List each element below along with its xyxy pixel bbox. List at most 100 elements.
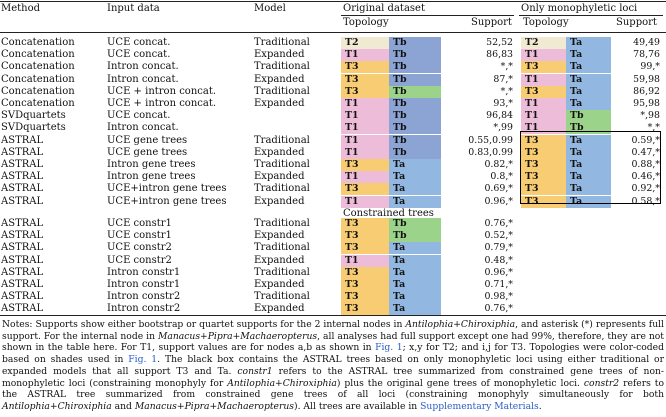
supplementary-link[interactable]: Supplementary Materials — [420, 400, 539, 412]
input-data-cell: Intron gene trees — [107, 159, 196, 170]
method-cell: Concatenation — [1, 85, 75, 97]
original-topology-1-chip: T1 — [341, 254, 389, 267]
original-topology-1-chip: T3 — [341, 61, 389, 74]
notes-text: ) plus the original gene trees of monoph… — [336, 377, 584, 389]
notes-text: ). All trees are available in — [294, 400, 421, 412]
original-topology-2-chip-label: Ta — [393, 291, 406, 303]
original-topology-2-chip: Ta — [389, 303, 441, 316]
original-support-cell: 0.98,* — [484, 291, 513, 303]
mono-support-cell: *,98 — [640, 110, 660, 122]
original-topology-1-chip-label: T1 — [345, 254, 359, 266]
model-cell: Traditional — [254, 85, 310, 97]
original-topology-2-chip-label: Tb — [393, 110, 407, 122]
original-topology-1-chip: T1 — [341, 110, 389, 123]
mono-topology-2-chip: Ta — [566, 183, 611, 196]
method-cell: Concatenation — [1, 49, 75, 61]
mono-topology-2-chip: Tb — [566, 110, 611, 123]
mono-topology-1-chip-label: T3 — [525, 134, 539, 146]
mono-support-cell: 0.46,* — [631, 171, 660, 183]
method-cell: ASTRAL — [1, 146, 44, 158]
header-topology-mono: Topology — [523, 17, 569, 28]
method-cell: ASTRAL — [1, 266, 44, 278]
mono-support-cell: 86,92 — [633, 85, 660, 97]
original-topology-2-chip: Tb — [389, 98, 441, 110]
original-topology-1-chip: T3 — [341, 183, 389, 196]
mono-topology-1-chip: T3 — [521, 134, 566, 147]
method-cell: ASTRAL — [1, 195, 44, 207]
mono-topology-1-chip: T1 — [521, 73, 566, 86]
notes-text: . — [538, 400, 542, 412]
input-data-cell: UCE+intron gene trees — [107, 195, 227, 207]
method-cell: ASTRAL — [1, 171, 44, 183]
original-topology-2-chip-label: Tb — [393, 85, 407, 97]
mono-topology-1-chip: T3 — [521, 61, 566, 74]
model-cell: Traditional — [254, 218, 310, 229]
original-support-cell: 52,52 — [486, 37, 513, 48]
original-topology-1-chip: T3 — [341, 159, 389, 171]
table-bottom-rule — [0, 315, 666, 316]
original-topology-1-chip-label: T1 — [345, 110, 359, 122]
original-topology-1-chip-label: T3 — [345, 303, 359, 315]
original-topology-2-chip: Ta — [389, 266, 441, 279]
notes-text: . The black box contains the ASTRAL tree… — [2, 354, 664, 377]
input-data-cell: UCE gene trees — [107, 134, 188, 146]
notes-italic: constr2 — [583, 377, 620, 389]
original-topology-1-chip: T3 — [341, 266, 389, 279]
mono-header-rule — [519, 15, 663, 16]
original-topology-1-chip: T1 — [341, 98, 389, 110]
original-topology-2-chip: Tb — [389, 146, 441, 159]
notes-italic: Manacus+Pipra+Machaeropterus — [157, 330, 318, 342]
original-support-cell: 93,* — [493, 98, 513, 109]
original-topology-1-chip: T1 — [341, 171, 389, 184]
model-cell: Expanded — [254, 98, 305, 109]
original-topology-2-chip-label: Ta — [393, 159, 406, 170]
original-topology-2-chip: Tb — [389, 73, 441, 86]
original-topology-2-chip-label: Tb — [393, 146, 407, 158]
notes-italic: Antilophia+Chiroxiphia — [227, 377, 337, 389]
input-data-cell: UCE constr1 — [107, 230, 172, 242]
method-cell: SVDquartets — [1, 110, 66, 122]
notes-text: , and asterisk (*) represents full suppo… — [2, 319, 665, 342]
original-topology-2-chip-label: Ta — [393, 171, 406, 183]
original-topology-1-chip-label: T2 — [345, 37, 359, 48]
method-cell: ASTRAL — [1, 291, 44, 303]
original-support-cell: 0.82,* — [484, 159, 513, 170]
model-cell: Traditional — [254, 61, 310, 73]
header-topology-original: Topology — [343, 17, 389, 28]
method-cell: ASTRAL — [1, 303, 44, 315]
model-cell: Traditional — [254, 159, 310, 170]
mono-topology-1-chip-label: T3 — [525, 195, 539, 207]
mono-topology-2-chip: Ta — [566, 73, 611, 86]
mono-support-cell: 95,98 — [633, 98, 660, 109]
original-topology-1-chip: T1 — [341, 134, 389, 147]
method-cell: ASTRAL — [1, 183, 44, 195]
notes-italic: constr1 — [237, 365, 273, 377]
original-topology-1-chip-label: T1 — [345, 134, 359, 146]
original-topology-2-chip: Tb — [389, 110, 441, 123]
method-cell: Concatenation — [1, 37, 75, 48]
fig1-link[interactable]: Fig. 1 — [375, 342, 403, 354]
method-cell: ASTRAL — [1, 159, 44, 170]
original-topology-2-chip-label: Ta — [393, 195, 406, 207]
original-support-cell: 0.76,* — [484, 218, 513, 229]
mono-topology-2-chip: Ta — [566, 195, 611, 208]
original-topology-1-chip-label: T3 — [345, 61, 359, 73]
fig1-link[interactable]: Fig. 1 — [128, 354, 158, 366]
input-data-cell: Intron constr1 — [107, 279, 181, 290]
original-topology-1-chip-label: T3 — [345, 291, 359, 303]
mono-topology-1-chip: T3 — [521, 85, 566, 98]
input-data-cell: Intron constr2 — [107, 303, 181, 315]
original-topology-1-chip: T3 — [341, 73, 389, 86]
method-cell: ASTRAL — [1, 134, 44, 146]
original-topology-2-chip: Tb — [389, 85, 441, 98]
mono-topology-1-chip-label: T1 — [525, 98, 539, 109]
original-topology-2-chip-label: Tb — [393, 122, 407, 134]
top-rule — [0, 1, 666, 2]
original-support-cell: 86,83 — [486, 49, 513, 61]
original-topology-2-chip: Tb — [389, 61, 441, 74]
original-topology-1-chip-label: T3 — [345, 279, 359, 290]
notes-italic: Antilophia+Chiroxiphia — [405, 319, 516, 330]
mono-topology-2-chip-label: Tb — [570, 122, 584, 134]
mono-topology-1-chip-label: T1 — [525, 73, 539, 85]
model-cell: Traditional — [254, 266, 310, 278]
